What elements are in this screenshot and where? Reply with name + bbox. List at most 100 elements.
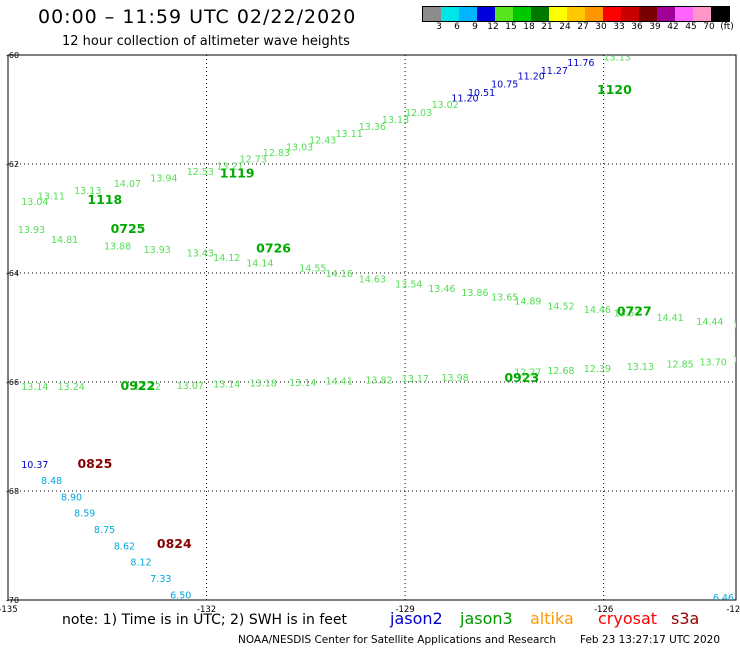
wave-height-label: 12.39 [584,364,611,375]
wave-height-label: 13.17 [733,355,740,366]
wave-height-label: 12.53 [187,167,214,178]
satellite-cryosat: cryosat [598,609,658,628]
wave-height-label: 13.36 [359,122,386,133]
plot-frame [7,54,737,601]
wave-height-label: 8.62 [114,541,135,552]
legend-label: 3 [436,22,442,32]
legend-swatch [657,7,675,21]
legend-label: 70 [703,22,715,32]
wave-height-label: 11.20 [451,93,478,104]
chart-title: 00:00 – 11:59 UTC 02/22/2020 [38,6,357,28]
wave-height-label: 7.33 [150,574,171,585]
wave-height-label: 14.41 [657,313,684,324]
data-labels: 13.1311.7611.2711.2010.7510.5111.2013.02… [18,52,740,604]
wave-height-label: 13.03 [286,142,313,153]
legend-swatch [639,7,657,21]
wave-height-label: 14.16 [326,269,353,280]
time-label: 0725 [111,221,146,236]
wave-height-label: 14.07 [114,179,141,190]
legend-swatch [675,7,693,21]
wave-height-label: 14.08 [733,321,740,332]
wave-height-label: 13.65 [491,292,518,303]
chart-subtitle: 12 hour collection of altimeter wave hei… [62,34,350,49]
wave-height-label: 13.13 [74,186,101,197]
generated-timestamp: Feb 23 13:27:17 UTC 2020 [580,634,720,646]
time-label: 1120 [597,82,632,97]
legend-swatch [495,7,513,21]
wave-height-label: 11.76 [567,58,594,69]
wave-height-label: 14.14 [246,258,273,269]
wave-height-label: 13.24 [58,382,85,393]
legend-label: 6 [454,22,460,32]
wave-height-label: 10.51 [468,88,495,99]
legend-swatch [693,7,711,21]
time-label: 0727 [617,304,652,319]
legend-label: 27 [577,22,589,32]
wave-height-label: 13.70 [700,358,727,369]
wave-height-label: 12.83 [263,148,290,159]
y-tick-label: -68 [6,487,19,496]
legend-swatch [459,7,477,21]
wave-height-label: 12.03 [405,108,432,119]
satellite-jason3: jason3 [460,609,513,628]
legend-label: 36 [631,22,643,32]
wave-height-label: 6.36 [736,577,740,588]
legend-label: 45 [685,22,697,32]
y-tick-label: -64 [6,269,19,278]
wave-height-label: 13.86 [461,288,488,299]
wave-height-label: 12.27 [514,367,541,378]
wave-height-label: 13.93 [18,225,45,236]
wave-height-label: 8.90 [61,492,82,503]
legend-swatch [531,7,549,21]
axis-ticks: -135-132-129-126-123-124-60-62-64-66-68-… [0,51,740,615]
legend-swatch [513,7,531,21]
wave-height-label: 13.13 [604,52,631,63]
wave-height-label: 10.75 [491,80,518,91]
wave-height-label: 13.43 [187,249,214,260]
footnote: note: 1) Time is in UTC; 2) SWH is in fe… [62,612,348,628]
wave-height-label: 13.93 [144,245,171,256]
y-tick-label: -60 [6,51,19,60]
satellite-s3a: s3a [671,609,700,628]
wave-height-label: 11.27 [541,66,568,77]
wave-height-label: 13.54 [395,280,422,291]
wave-height-label: 13.21 [216,161,243,172]
wave-height-label: 8.48 [41,476,62,487]
legend-swatch [567,7,585,21]
legend-label: 33 [613,22,625,32]
wave-height-label: 13.94 [150,173,177,184]
x-tick-label: -132 [197,605,216,615]
wave-height-label: 14.55 [299,263,326,274]
color-legend-bar [422,6,730,22]
y-tick-label: -62 [6,160,19,169]
time-label: 0825 [77,456,112,471]
wave-height-label: 14.81 [51,235,78,246]
wave-height-label: 14.41 [326,377,353,388]
legend-label: 9 [472,22,478,32]
wave-height-label: 13.82 [365,376,392,387]
wave-height-label: 13.14 [21,382,48,393]
wave-height-label: 13.13 [382,115,409,126]
legend-label: 18 [523,22,535,32]
wave-height-label: 10.37 [21,460,48,471]
wave-height-label: 13.14 [213,379,240,390]
wave-height-label: 12.68 [547,366,574,377]
satellite-jason2: jason2 [390,609,443,628]
legend-label: 12 [487,22,499,32]
time-label: 0923 [504,370,539,385]
wave-height-label: 14.12 [213,253,240,264]
wave-height-label: 6.46 [713,593,734,604]
time-label: 1118 [87,192,122,207]
time-label: 1119 [220,166,255,181]
wave-height-label: 13.88 [104,242,131,253]
wave-height-label: 8.75 [94,525,115,536]
time-label: 0824 [157,536,192,551]
time-label: 0726 [256,240,291,255]
legend-label: 42 [667,22,679,32]
legend-swatch [423,7,441,21]
wave-height-label: 13.11 [336,129,363,140]
wave-height-label: 13.18 [250,378,277,389]
wave-height-label: 13.07 [177,381,204,392]
satellite-altika: altika [530,609,574,628]
